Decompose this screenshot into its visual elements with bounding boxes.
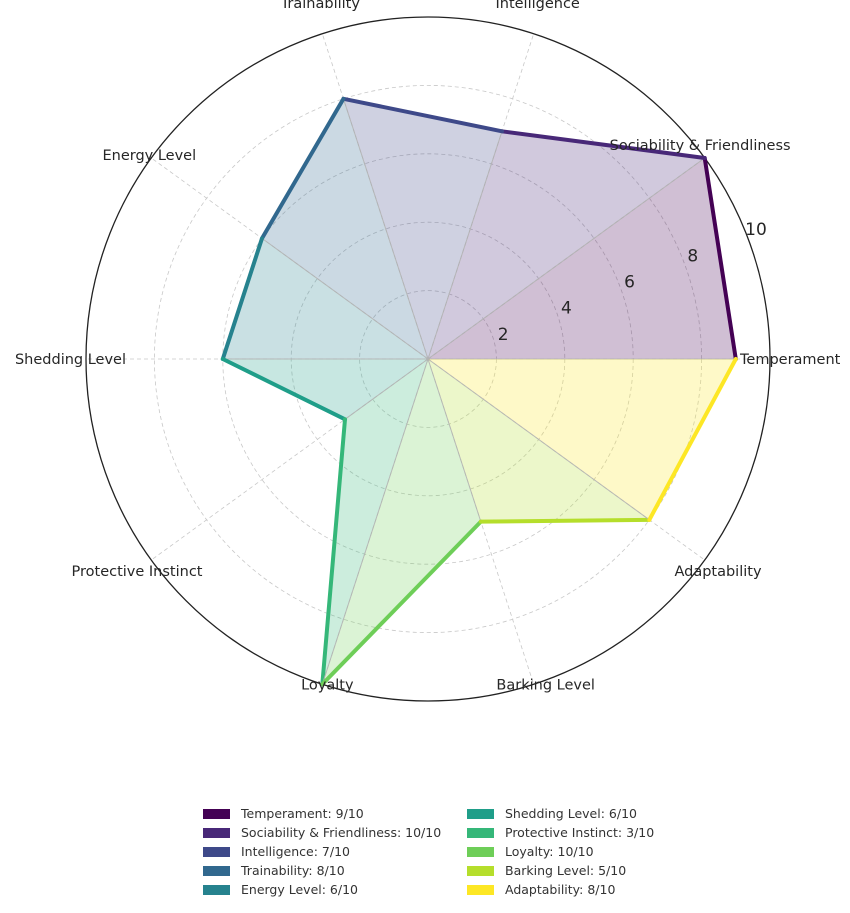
axis-label: Energy Level (102, 148, 196, 164)
legend-swatch (467, 808, 494, 819)
axis-label: Intelligence (495, 0, 579, 12)
legend-swatch (203, 846, 230, 857)
wedge-radius-3 (427, 131, 503, 360)
legend-swatch (203, 865, 230, 876)
legend-label: Temperament: 9/10 (241, 806, 364, 821)
legend-swatch (467, 846, 494, 857)
legend-item: Barking Level: 5/10 (467, 861, 626, 880)
legend-item: Intelligence: 7/10 (203, 842, 350, 861)
legend-item: Loyalty: 10/10 (467, 842, 594, 861)
legend-label: Adaptability: 8/10 (505, 882, 616, 897)
outer-circle (85, 16, 771, 702)
series-segment-2 (499, 129, 707, 160)
wedge-fill-1 (428, 157, 736, 359)
wedge-radius-2 (427, 157, 705, 360)
radial-tick-label: 2 (498, 325, 509, 345)
wedge-radius-9 (427, 358, 482, 522)
radial-tick-label: 8 (687, 246, 698, 266)
axis-label: Protective Instinct (72, 564, 203, 580)
legend-item: Temperament: 9/10 (203, 804, 364, 823)
series-segment-10 (647, 357, 738, 522)
legend-label: Energy Level: 6/10 (241, 882, 358, 897)
wedge-fill-10 (428, 359, 736, 520)
axis-label: Shedding Level (15, 352, 126, 368)
series-segment-6 (220, 357, 347, 422)
axis-label: Trainability (280, 0, 361, 12)
legend-swatch (203, 827, 230, 838)
legend: Temperament: 9/10 Sociability & Friendlin… (198, 804, 668, 904)
series-segment-5 (220, 236, 264, 361)
radial-tick-label: 6 (624, 272, 635, 292)
series-segment-1 (702, 155, 738, 361)
series-segment-7 (320, 417, 347, 687)
legend-label: Loyalty: 10/10 (505, 844, 594, 859)
radial-tick-label: 4 (561, 299, 572, 319)
legend-label: Trainability: 8/10 (241, 863, 345, 878)
series-segment-4 (259, 96, 346, 241)
series-segment-3 (341, 96, 504, 134)
axis-label: Sociability & Friendliness (610, 138, 791, 154)
tick-layer: 2 4 6 8 10 (498, 220, 767, 345)
wedge-radius-10 (427, 358, 650, 521)
legend-item: Trainability: 8/10 (203, 861, 345, 880)
wedge-fill-4 (261, 98, 428, 359)
wedge-fill-8 (322, 359, 481, 685)
wedge-fill-6 (222, 359, 428, 420)
wedge-fill-3 (343, 98, 502, 359)
legend-label: Intelligence: 7/10 (241, 844, 350, 859)
axis-label: Adaptability (674, 564, 762, 580)
legend-swatch (203, 884, 230, 895)
wedge-layer (220, 96, 738, 687)
legend-swatch (203, 808, 230, 819)
legend-label: Protective Instinct: 3/10 (505, 825, 655, 840)
wedge-radius-8 (321, 358, 429, 685)
legend-item: Adaptability: 8/10 (467, 880, 615, 899)
legend-label: Barking Level: 5/10 (505, 863, 627, 878)
wedge-radius-4 (342, 98, 429, 360)
legend-swatch (467, 865, 494, 876)
wedge-fill-5 (222, 238, 428, 359)
legend-item: Protective Instinct: 3/10 (467, 823, 654, 842)
wedge-fill-2 (428, 131, 705, 359)
axis-label: Barking Level (496, 677, 595, 693)
legend-swatch (467, 884, 494, 895)
legend-swatch (467, 827, 494, 838)
legend-label: Sociability & Friendliness: 10/10 (241, 825, 442, 840)
legend-item: Shedding Level: 6/10 (467, 804, 637, 823)
legend-item: Energy Level: 6/10 (203, 880, 358, 899)
wedge-radius-7 (344, 358, 429, 420)
wedge-radius-5 (261, 237, 429, 360)
axis-label-layer: Temperament Sociability & Friendliness Int… (15, 0, 841, 693)
series-segment-9 (478, 517, 652, 524)
legend-label: Shedding Level: 6/10 (505, 806, 637, 821)
legend-item: Sociability & Friendliness: 10/10 (203, 823, 441, 842)
series-segment-8 (320, 519, 483, 687)
axis-label: Temperament (739, 352, 841, 368)
radial-tick-label: 10 (745, 220, 767, 240)
axis-label: Loyalty (301, 677, 354, 693)
